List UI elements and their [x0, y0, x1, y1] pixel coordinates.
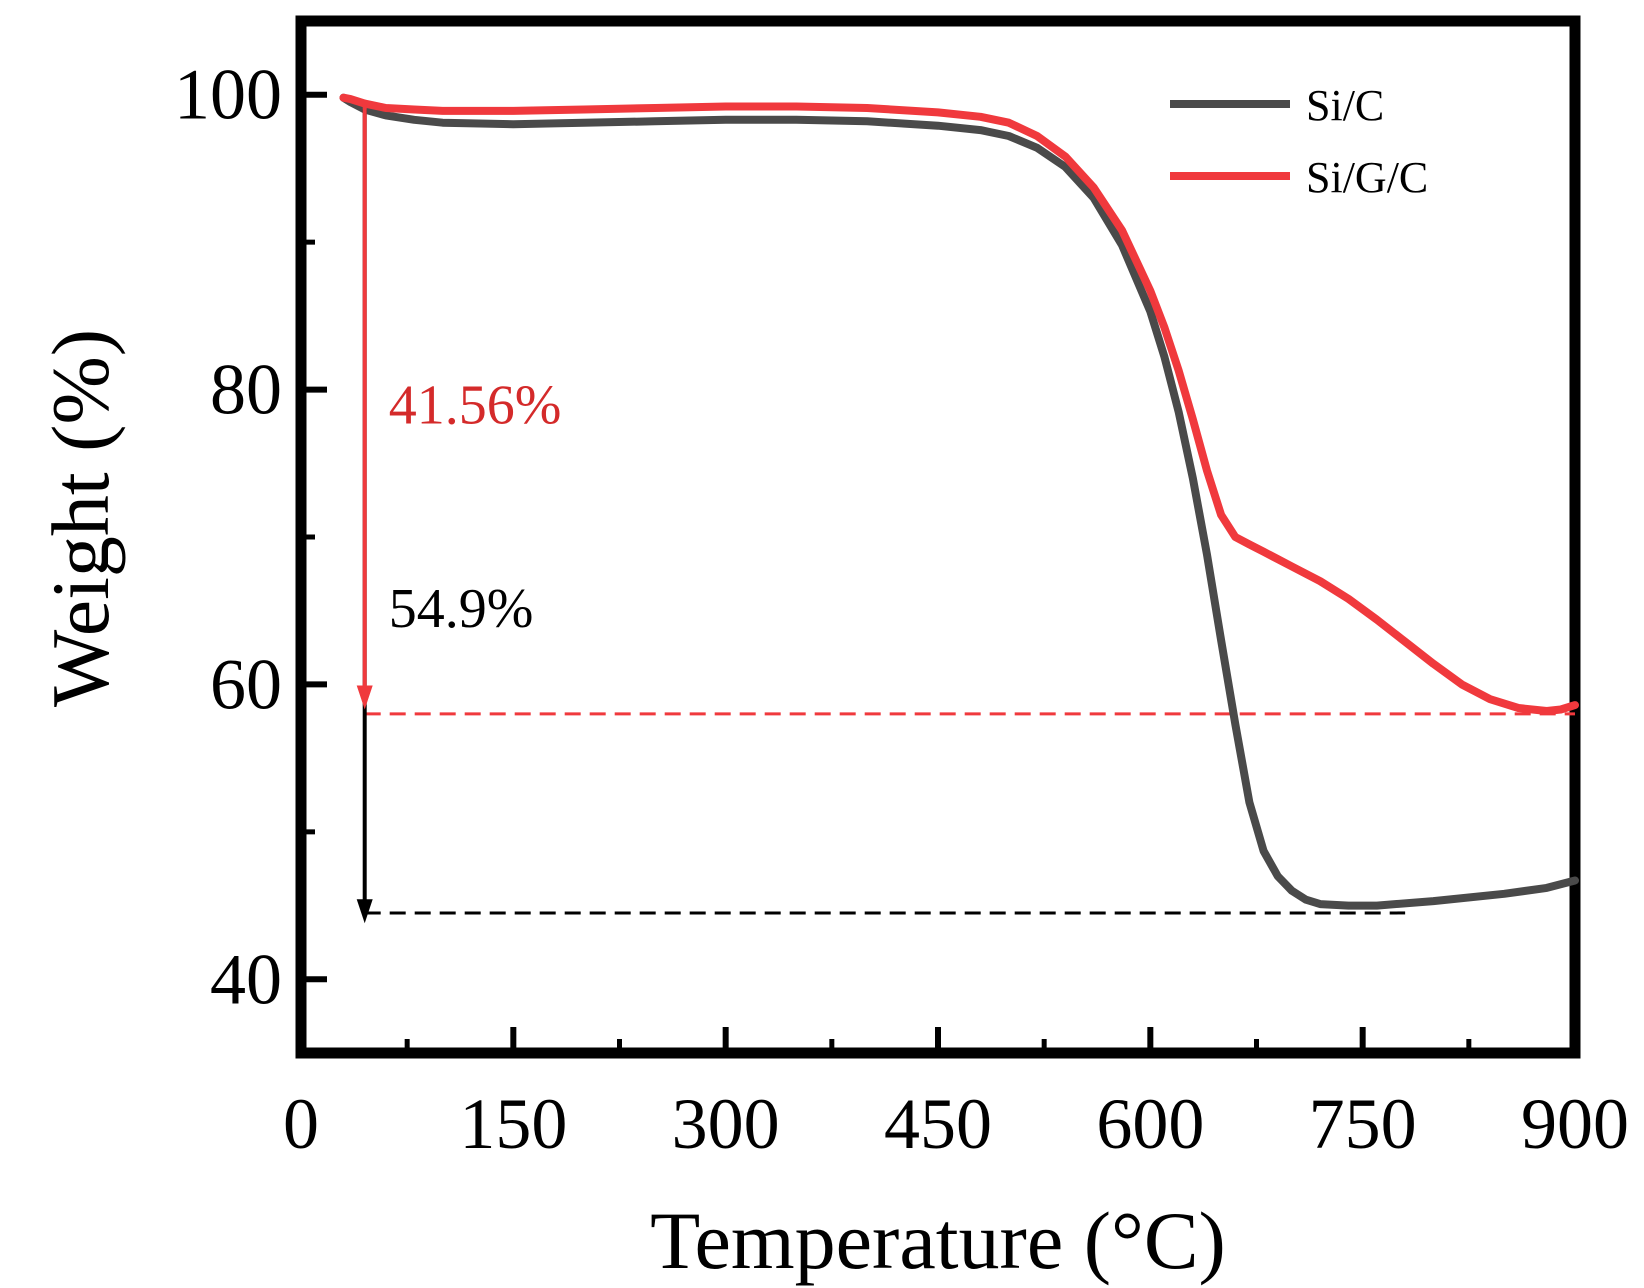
y-axis-title: Weight (%) — [35, 329, 126, 707]
reference-lines — [364, 712, 1575, 915]
y-tick-label: 60 — [210, 644, 282, 724]
legend-label: Si/C — [1306, 81, 1384, 130]
x-tick-label: 150 — [459, 1084, 567, 1164]
series-line-si-c — [339, 93, 1579, 910]
y-tick-label: 100 — [174, 55, 282, 135]
series-lines — [339, 93, 1579, 910]
y-tick-label: 80 — [210, 350, 282, 430]
x-tick-label: 750 — [1309, 1084, 1417, 1164]
y-tick-label: 40 — [210, 939, 282, 1019]
x-tick-label: 0 — [283, 1084, 319, 1164]
x-tick-label: 450 — [884, 1084, 992, 1164]
x-tick-label: 600 — [1096, 1084, 1204, 1164]
x-axis-ticks: 0 150 300 450 600 750 900 — [283, 1027, 1629, 1164]
x-tick-label: 900 — [1521, 1084, 1629, 1164]
series-line-si-g-c — [339, 93, 1579, 715]
loss-arrows — [356, 103, 373, 924]
arrow-head — [356, 685, 373, 710]
legend-label: Si/G/C — [1306, 153, 1428, 202]
x-tick-label: 300 — [672, 1084, 780, 1164]
mass-loss-annotation: 41.56% — [389, 374, 562, 436]
mass-loss-annotation: 54.9% — [389, 578, 534, 640]
y-axis-ticks: 40 60 80 100 — [174, 55, 327, 1019]
annotations: 41.56% 54.9% — [389, 374, 562, 639]
legend: Si/C Si/G/C — [1170, 81, 1428, 202]
arrow-head — [356, 899, 373, 924]
x-axis-title: Temperature (°C) — [650, 1195, 1226, 1286]
